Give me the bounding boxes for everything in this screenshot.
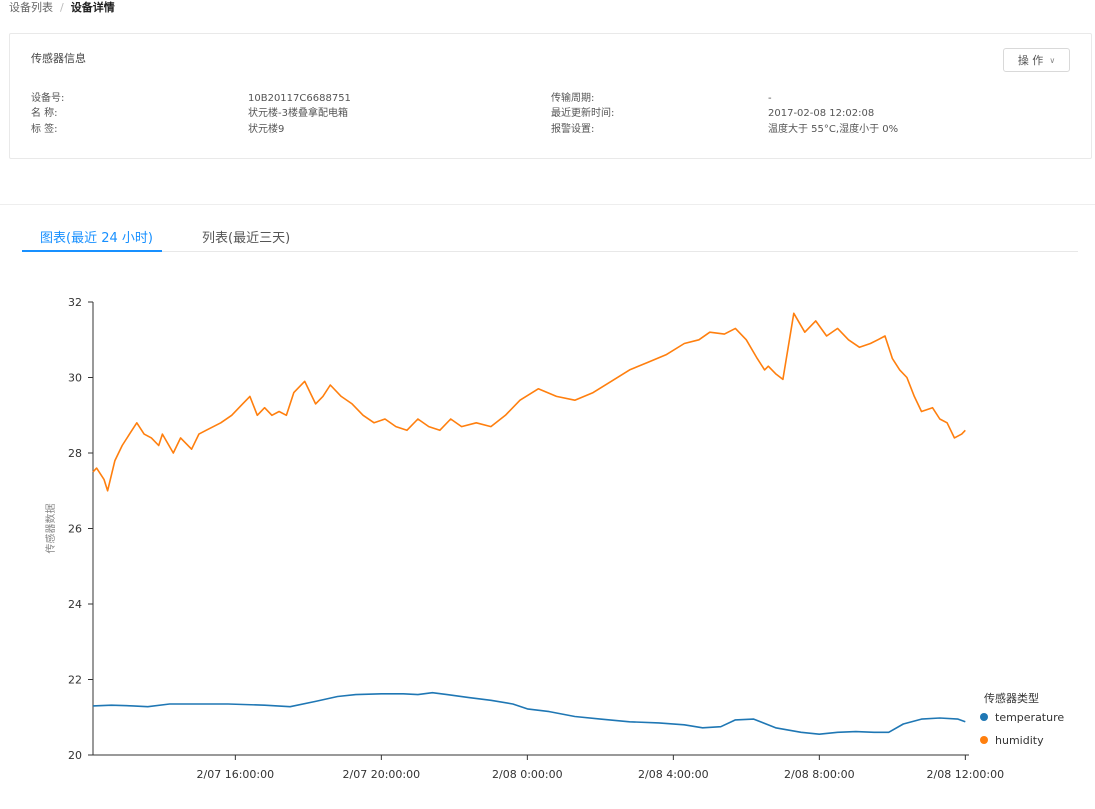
sensor-info-card: 传感器信息 操 作 ∨ 设备号: 10B20117C6688751 名 称: 状… — [9, 33, 1092, 159]
y-tick-label: 30 — [68, 372, 82, 385]
active-tab-indicator — [22, 250, 162, 252]
field-value-period: - — [768, 93, 772, 104]
y-tick-label: 32 — [68, 296, 82, 309]
series-line-humidity — [92, 312, 966, 492]
y-tick-label: 28 — [68, 447, 82, 460]
field-value-last-update: 2017-02-08 12:02:08 — [768, 108, 875, 119]
y-tick-label: 24 — [68, 598, 82, 611]
action-button-label: 操 作 — [1017, 54, 1044, 67]
legend-label-temperature: temperature — [995, 711, 1064, 724]
breadcrumb-device-list[interactable]: 设备列表 — [9, 1, 53, 14]
x-tick-label: 2/07 16:00:00 — [197, 768, 275, 781]
tab-chart-24h[interactable]: 图表(最近 24 小时) — [40, 231, 153, 246]
tab-list-3days[interactable]: 列表(最近三天) — [202, 231, 291, 246]
breadcrumb-current: 设备详情 — [70, 1, 115, 14]
y-tick-label: 26 — [68, 523, 82, 536]
x-tick-label: 2/08 12:00:00 — [927, 768, 1005, 781]
field-value-alarm: 温度大于 55°C,湿度小于 0% — [768, 124, 899, 135]
field-label-last-update: 最近更新时间: — [551, 108, 615, 119]
y-tick-label: 20 — [68, 749, 82, 762]
y-tick-label: 22 — [68, 674, 82, 687]
x-tick-label: 2/08 0:00:00 — [492, 768, 563, 781]
field-label-period: 传输周期: — [551, 93, 595, 104]
action-dropdown-button[interactable]: 操 作 ∨ — [1003, 48, 1070, 72]
sensor-chart: 20 22 24 26 28 30 32 传感器数据 2/07 16:00:00 2/07 20:… — [0, 260, 1095, 805]
view-tabs: 图表(最近 24 小时) 列表(最近三天) — [22, 223, 1078, 252]
section-divider — [0, 204, 1095, 205]
chevron-down-icon: ∨ — [1049, 55, 1056, 65]
x-tick-label: 2/08 8:00:00 — [784, 768, 855, 781]
field-value-name: 状元楼-3楼叠拿配电箱 — [248, 108, 348, 119]
legend-marker-humidity — [980, 736, 988, 744]
breadcrumb-separator: / — [60, 1, 64, 14]
field-value-device-id: 10B20117C6688751 — [248, 93, 351, 104]
field-label-tag: 标 签: — [31, 124, 58, 135]
field-label-device-id: 设备号: — [31, 93, 65, 104]
legend-title: 传感器类型 — [984, 691, 1039, 705]
x-tick-label: 2/08 4:00:00 — [638, 768, 709, 781]
sensor-info-title: 传感器信息 — [31, 52, 86, 65]
legend-label-humidity: humidity — [995, 734, 1044, 747]
series-line-temperature — [92, 691, 966, 735]
field-label-name: 名 称: — [31, 108, 58, 119]
sensor-line-chart: 20 22 24 26 28 30 32 传感器数据 2/07 16:00:00 2/07 20:… — [44, 296, 1064, 781]
y-axis-title: 传感器数据 — [44, 504, 57, 554]
field-label-alarm: 报警设置: — [551, 124, 595, 135]
breadcrumb: 设备列表 / 设备详情 — [9, 1, 115, 15]
legend-marker-temperature — [980, 713, 988, 721]
field-value-tag: 状元楼9 — [248, 124, 285, 135]
x-tick-label: 2/07 20:00:00 — [343, 768, 421, 781]
